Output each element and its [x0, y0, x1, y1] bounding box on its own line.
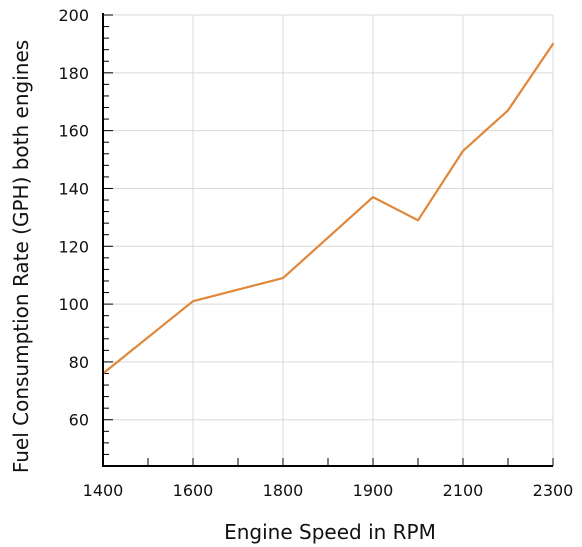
y-axis-title: Fuel Consumption Rate (GPH) both engines [9, 40, 33, 473]
chart-series [101, 42, 555, 375]
x-tick-label: 1400 [83, 481, 124, 500]
x-tick-label: 1800 [263, 481, 304, 500]
y-axis-tick-labels: 60 80 100 120 140 160 180 200 [58, 6, 89, 430]
y-tick-label: 140 [58, 179, 89, 198]
y-tick-label: 80 [69, 353, 89, 372]
x-tick-label: 2300 [533, 481, 574, 500]
y-tick-label: 120 [58, 237, 89, 256]
x-tick-label: 1900 [353, 481, 394, 500]
y-tick-label: 160 [58, 122, 89, 141]
x-axis-ticks [102, 458, 554, 466]
y-tick-label: 180 [58, 64, 89, 83]
x-tick-label: 1600 [173, 481, 214, 500]
y-tick-label: 200 [58, 6, 89, 25]
y-tick-label: 100 [58, 295, 89, 314]
series-line [101, 42, 555, 375]
x-axis-tick-labels: 1400 1600 1800 1900 2100 2300 [83, 481, 574, 500]
y-minor-ticks [103, 14, 113, 455]
x-tick-label: 2100 [443, 481, 484, 500]
y-tick-label: 60 [69, 411, 89, 430]
x-axis-title: Engine Speed in RPM [224, 520, 436, 544]
chart-grid [103, 14, 554, 466]
